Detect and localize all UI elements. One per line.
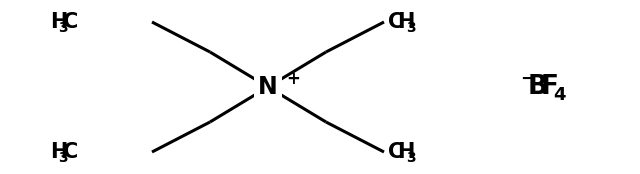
Text: 4: 4 — [553, 86, 565, 104]
Text: C: C — [388, 12, 403, 32]
Text: 3: 3 — [58, 151, 68, 165]
Text: B: B — [527, 74, 547, 100]
Text: H: H — [50, 142, 67, 162]
Text: 3: 3 — [406, 151, 416, 165]
Text: +: + — [286, 70, 300, 88]
Text: N: N — [258, 75, 278, 99]
Text: −: − — [520, 69, 535, 88]
Text: F: F — [540, 74, 559, 100]
Text: C: C — [63, 142, 79, 162]
Text: 3: 3 — [58, 21, 68, 35]
Text: H: H — [50, 12, 67, 32]
Text: H: H — [397, 12, 415, 32]
Text: C: C — [63, 12, 79, 32]
Text: H: H — [397, 142, 415, 162]
Text: 3: 3 — [406, 21, 416, 35]
Text: C: C — [388, 142, 403, 162]
